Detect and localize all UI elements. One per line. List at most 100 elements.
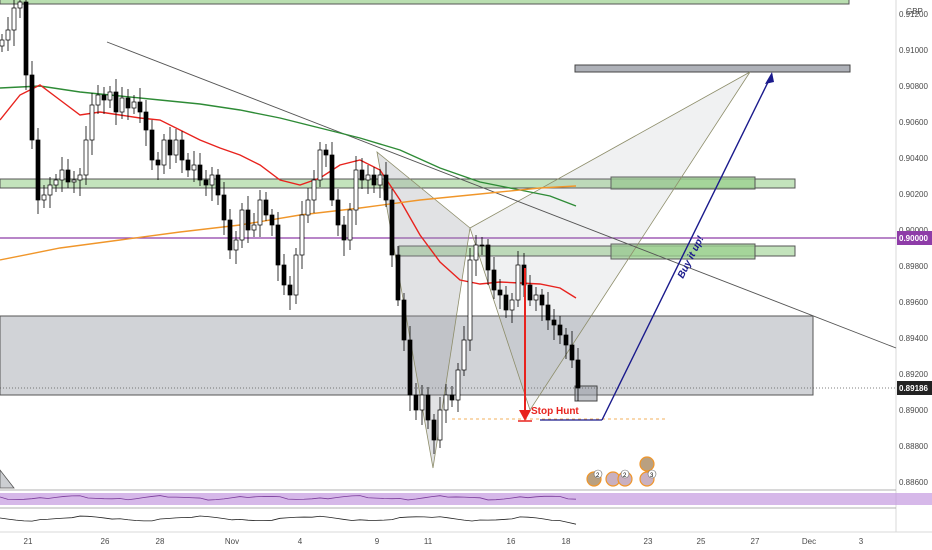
candle[interactable] <box>23 0 29 90</box>
candle[interactable] <box>485 239 491 285</box>
candle[interactable] <box>233 231 239 264</box>
candle[interactable] <box>227 209 233 259</box>
candle[interactable] <box>65 159 71 188</box>
candle[interactable] <box>527 275 533 306</box>
candle[interactable] <box>161 134 167 174</box>
candle[interactable] <box>29 61 35 149</box>
top-green-zone[interactable] <box>0 0 850 5</box>
event-badges[interactable]: 2 2 3 <box>586 456 657 487</box>
candle[interactable] <box>101 87 107 114</box>
candle[interactable] <box>17 0 23 18</box>
candle[interactable] <box>365 165 371 194</box>
candle[interactable] <box>389 189 395 267</box>
candle[interactable] <box>89 93 95 155</box>
candle[interactable] <box>455 363 461 412</box>
candle[interactable] <box>413 383 419 420</box>
candle[interactable] <box>221 182 227 235</box>
candle[interactable] <box>155 152 161 180</box>
candle[interactable] <box>479 237 485 255</box>
candle[interactable] <box>179 131 185 173</box>
candle[interactable] <box>215 169 221 205</box>
candle[interactable] <box>293 248 299 304</box>
candle[interactable] <box>287 276 293 310</box>
green-zone-0903-target[interactable] <box>610 176 756 190</box>
candle[interactable] <box>347 203 353 250</box>
candle[interactable] <box>191 151 197 182</box>
candle[interactable] <box>371 167 377 193</box>
candle[interactable] <box>509 293 515 323</box>
candle[interactable] <box>11 0 17 46</box>
candle[interactable] <box>119 87 125 119</box>
candle[interactable] <box>569 331 575 368</box>
candle[interactable] <box>539 289 545 321</box>
candlesticks[interactable] <box>0 0 581 454</box>
green-zone-0899[interactable] <box>398 245 796 257</box>
gray-supply-zone[interactable] <box>0 315 814 396</box>
candle[interactable] <box>299 201 305 269</box>
candle[interactable] <box>35 128 41 214</box>
candle[interactable] <box>77 168 83 196</box>
candle[interactable] <box>131 95 137 114</box>
candle[interactable] <box>533 287 539 311</box>
candle[interactable] <box>401 293 407 351</box>
candle[interactable] <box>137 88 143 123</box>
candle[interactable] <box>437 397 443 448</box>
candle[interactable] <box>71 171 77 193</box>
candle[interactable] <box>551 309 557 340</box>
candle[interactable] <box>83 126 89 185</box>
candle[interactable] <box>545 292 551 330</box>
candle[interactable] <box>257 190 263 237</box>
candle[interactable] <box>245 196 251 243</box>
candle[interactable] <box>239 203 245 248</box>
candle[interactable] <box>209 167 215 201</box>
candle[interactable] <box>305 188 311 223</box>
candle[interactable] <box>0 34 5 52</box>
candle[interactable] <box>323 144 329 167</box>
candle[interactable] <box>503 286 509 318</box>
candle[interactable] <box>467 248 473 351</box>
candle[interactable] <box>125 89 131 120</box>
candle[interactable] <box>407 326 413 411</box>
candle[interactable] <box>269 209 275 236</box>
candle[interactable] <box>515 251 521 307</box>
candle[interactable] <box>353 156 359 225</box>
candle[interactable] <box>203 170 209 196</box>
candle[interactable] <box>143 100 149 146</box>
harmonic-pattern-right[interactable] <box>469 71 751 411</box>
candle[interactable] <box>563 328 569 359</box>
candle[interactable] <box>341 216 347 256</box>
candle[interactable] <box>47 177 53 208</box>
candle[interactable] <box>113 79 119 125</box>
candle[interactable] <box>383 162 389 207</box>
candle[interactable] <box>491 257 497 299</box>
green-zone-0899-target[interactable] <box>610 243 756 260</box>
candle[interactable] <box>419 385 425 425</box>
candle[interactable] <box>281 254 287 295</box>
candle[interactable] <box>443 384 449 423</box>
target-gray-box[interactable] <box>574 64 851 73</box>
candle[interactable] <box>359 158 365 189</box>
candle[interactable] <box>329 142 335 206</box>
candle[interactable] <box>149 120 155 170</box>
candle[interactable] <box>41 185 47 208</box>
candle[interactable] <box>107 86 113 108</box>
event-badge-icon[interactable] <box>639 456 655 472</box>
candle[interactable] <box>197 153 203 186</box>
candle[interactable] <box>311 170 317 213</box>
candle[interactable] <box>425 387 431 429</box>
candle[interactable] <box>251 213 257 237</box>
candle[interactable] <box>167 127 173 169</box>
candle[interactable] <box>59 157 65 192</box>
candle[interactable] <box>575 348 581 401</box>
candle[interactable] <box>461 326 467 376</box>
candle[interactable] <box>95 85 101 114</box>
candle[interactable] <box>497 279 503 309</box>
candle[interactable] <box>53 174 59 192</box>
candle[interactable] <box>5 17 11 51</box>
candle[interactable] <box>395 246 401 306</box>
downtrend-line[interactable] <box>106 41 897 349</box>
candle[interactable] <box>275 212 281 281</box>
candle[interactable] <box>263 192 269 221</box>
candle[interactable] <box>185 153 191 177</box>
candle[interactable] <box>335 189 341 236</box>
